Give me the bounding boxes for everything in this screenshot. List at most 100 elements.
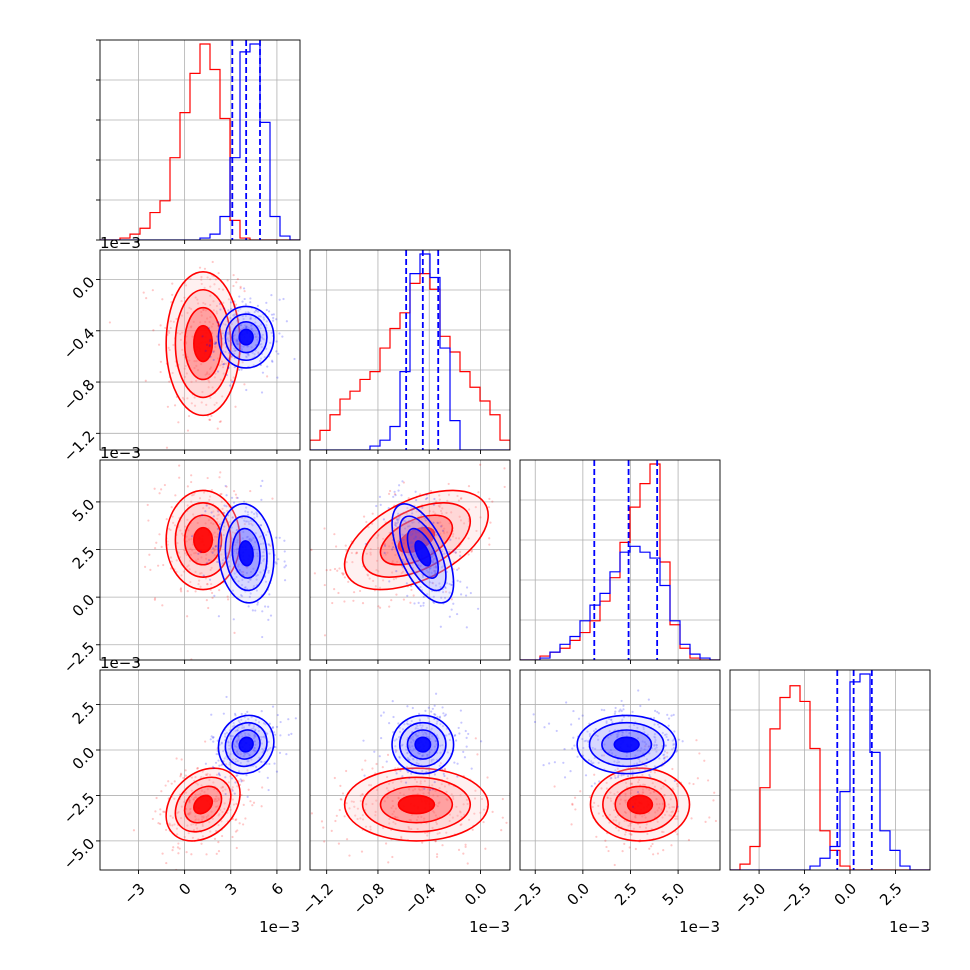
scatter-point bbox=[672, 743, 675, 747]
scatter-point bbox=[438, 505, 441, 508]
scatter-point bbox=[235, 802, 238, 805]
scatter-point bbox=[409, 573, 412, 576]
scatter-point bbox=[272, 313, 275, 316]
contour-line bbox=[238, 540, 254, 567]
scatter-point bbox=[338, 567, 341, 570]
scatter-point bbox=[418, 752, 422, 755]
scatter-point bbox=[188, 306, 191, 309]
scatter-point bbox=[641, 761, 644, 764]
scatter-point bbox=[253, 733, 256, 736]
scatter-point bbox=[261, 371, 265, 374]
scatter-point bbox=[400, 780, 403, 783]
scatter-point bbox=[422, 792, 425, 795]
scatter-point bbox=[224, 732, 227, 736]
scatter-point bbox=[671, 787, 674, 790]
scatter-point bbox=[369, 825, 372, 828]
density-level bbox=[193, 527, 213, 553]
scatter-point bbox=[323, 527, 326, 530]
scatter-point bbox=[671, 748, 674, 751]
scatter-point bbox=[419, 564, 423, 567]
scatter-point bbox=[273, 762, 276, 765]
scatter-point bbox=[355, 551, 358, 554]
scatter-point bbox=[161, 604, 164, 607]
contour-line bbox=[406, 527, 440, 579]
y-offset-text: 1e−3 bbox=[100, 654, 141, 672]
scatter-point bbox=[649, 845, 653, 848]
scatter-point bbox=[425, 569, 428, 572]
scatter-point bbox=[391, 542, 394, 545]
scatter-point bbox=[236, 739, 239, 742]
scatter-point bbox=[453, 761, 456, 764]
scatter-point bbox=[179, 772, 183, 775]
scatter-point bbox=[212, 309, 215, 312]
scatter-point bbox=[263, 318, 266, 321]
scatter-point bbox=[393, 493, 397, 496]
scatter-point bbox=[652, 853, 655, 856]
scatter-point bbox=[196, 298, 199, 301]
scatter-point bbox=[581, 754, 584, 757]
scatter-point bbox=[466, 802, 469, 806]
panel-frame bbox=[519, 669, 721, 871]
scatter-point bbox=[628, 832, 631, 835]
scatter-point bbox=[663, 757, 666, 760]
scatter-point bbox=[223, 735, 227, 738]
scatter-point bbox=[412, 748, 416, 751]
scatter-point bbox=[188, 801, 191, 804]
scatter-point bbox=[227, 740, 230, 743]
scatter-point bbox=[615, 736, 619, 739]
scatter-point bbox=[215, 544, 218, 547]
scatter-point bbox=[266, 365, 269, 368]
scatter-point bbox=[259, 524, 263, 527]
scatter-point bbox=[402, 481, 405, 484]
scatter-point bbox=[411, 749, 414, 752]
scatter-point bbox=[392, 715, 395, 719]
scatter-point bbox=[241, 735, 244, 738]
scatter-point bbox=[240, 324, 243, 327]
scatter-point bbox=[410, 827, 413, 831]
scatter-point bbox=[364, 542, 367, 546]
scatter-point bbox=[244, 355, 248, 358]
scatter-point bbox=[367, 574, 370, 577]
scatter-point bbox=[617, 760, 621, 764]
scatter-point bbox=[213, 837, 217, 840]
scatter-point bbox=[595, 835, 598, 838]
scatter-point bbox=[436, 853, 439, 856]
scatter-point bbox=[618, 710, 621, 713]
scatter-point bbox=[479, 463, 482, 466]
scatter-point bbox=[620, 709, 623, 713]
scatter-point bbox=[278, 536, 281, 539]
scatter-point bbox=[232, 380, 235, 383]
scatter-point bbox=[398, 515, 401, 518]
scatter-point bbox=[480, 797, 484, 801]
scatter-point bbox=[165, 518, 168, 521]
scatter-point bbox=[171, 816, 174, 819]
scatter-point bbox=[652, 716, 656, 720]
scatter-point bbox=[217, 759, 220, 762]
scatter-point bbox=[241, 315, 244, 318]
scatter-point bbox=[233, 712, 237, 715]
scatter-point bbox=[177, 810, 180, 814]
scatter-point bbox=[662, 753, 666, 756]
scatter-point bbox=[442, 712, 445, 715]
scatter-point bbox=[247, 353, 250, 356]
scatter-point bbox=[573, 796, 577, 799]
scatter-point bbox=[503, 467, 506, 470]
scatter-point bbox=[572, 736, 575, 739]
scatter-point bbox=[190, 474, 193, 477]
scatter-point bbox=[333, 588, 336, 591]
scatter-point bbox=[422, 538, 426, 541]
scatter-point bbox=[230, 380, 234, 384]
scatter-point bbox=[228, 747, 231, 750]
scatter-point bbox=[670, 811, 673, 814]
scatter-point bbox=[625, 799, 628, 802]
scatter-point bbox=[217, 321, 220, 324]
scatter-point bbox=[394, 816, 397, 819]
scatter-point bbox=[661, 816, 664, 819]
scatter-point bbox=[565, 701, 568, 704]
scatter-point bbox=[209, 278, 212, 281]
scatter-point bbox=[227, 514, 230, 517]
scatter-point bbox=[432, 503, 436, 506]
scatter-point bbox=[647, 745, 651, 748]
scatter-point bbox=[153, 597, 157, 600]
contour-line bbox=[183, 785, 223, 824]
